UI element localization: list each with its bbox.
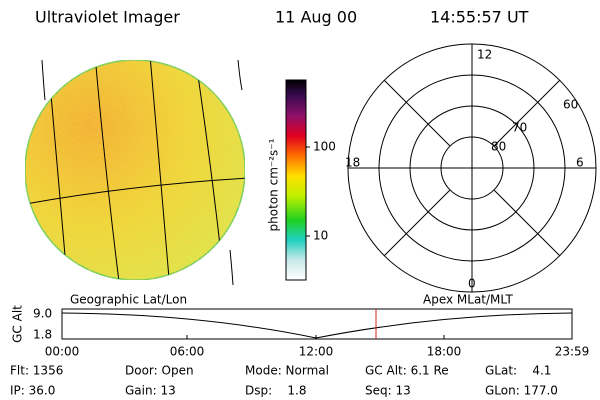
mlat-label: 70 — [512, 121, 527, 135]
timeline-ytick: 9.0 — [33, 307, 52, 321]
date: 11 Aug 00 — [275, 8, 357, 27]
colorbar-label: photon cm⁻²s⁻¹ — [267, 138, 281, 231]
info-field: GLat: 4.1 — [485, 364, 551, 378]
info-field: GLon: 177.0 — [485, 384, 558, 398]
timeline-xtick: 06:00 — [170, 345, 205, 359]
caption: Geographic Lat/Lon — [70, 293, 187, 307]
mlt-label: 0 — [468, 277, 476, 291]
globe-image — [24, 59, 246, 286]
info-field: Dsp: 1.8 — [245, 384, 307, 398]
colorbar-tick: 100 — [313, 140, 336, 154]
info-field: GC Alt: 6.1 Re — [365, 364, 449, 378]
mlt-label: 18 — [345, 156, 360, 170]
timeline-ytick: 1.8 — [33, 328, 52, 342]
info-field: Seq: 13 — [365, 384, 411, 398]
mlt-label: 6 — [576, 156, 584, 170]
timeline-xtick: 18:00 — [427, 345, 462, 359]
mlt-label: 12 — [477, 48, 492, 62]
info-panel: Flt: 1356 IP: 36.0 Door: Open Gain: 13 Mode:… — [10, 364, 558, 398]
timeline-xtick: 23:59 — [555, 345, 590, 359]
caption: Apex MLat/MLT — [423, 293, 513, 307]
title: Ultraviolet Imager — [35, 8, 180, 27]
timeline-xtick: 12:00 — [299, 345, 334, 359]
info-field: Door: Open — [125, 364, 194, 378]
mlat-label: 60 — [563, 98, 578, 112]
info-field: Mode: Normal — [245, 364, 329, 378]
mlat-label: 80 — [491, 140, 506, 154]
info-field: Flt: 1356 — [10, 364, 63, 378]
info-field: Gain: 13 — [125, 384, 176, 398]
colorbar-tick: 10 — [313, 229, 328, 243]
polar-grid — [347, 43, 597, 293]
time: 14:55:57 UT — [430, 8, 529, 27]
timeline-ylabel: GC Alt — [11, 305, 25, 343]
colorbar — [285, 79, 307, 281]
info-field: IP: 36.0 — [10, 384, 55, 398]
timeline — [61, 308, 573, 340]
timeline-xtick: 00:00 — [45, 345, 80, 359]
